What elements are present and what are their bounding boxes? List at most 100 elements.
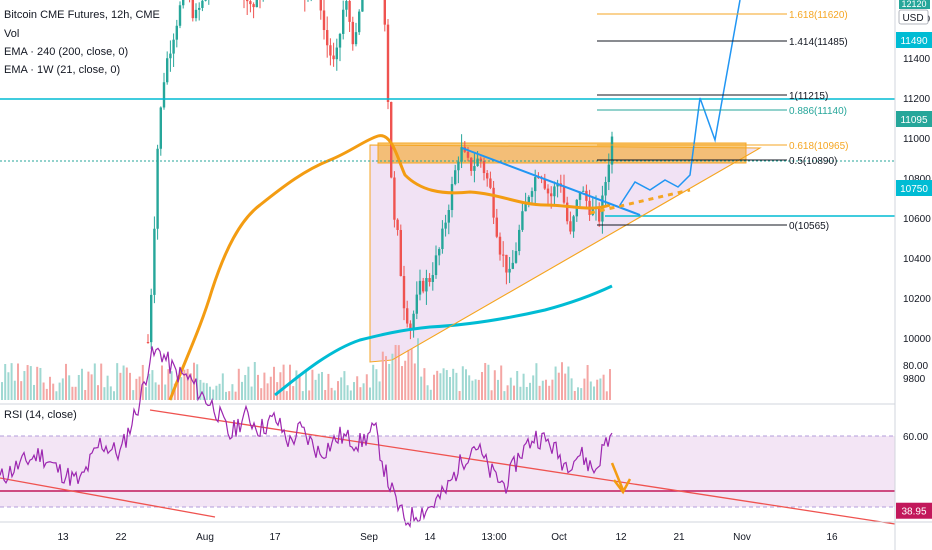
candle-body [482,160,486,174]
candlesticks [146,0,614,350]
volume-bar [58,382,61,400]
volume-bar [567,366,570,400]
volume-bar [74,386,77,400]
candle-body [607,164,610,183]
volume-bar [426,385,429,400]
candle-body [447,210,450,223]
candle-body [351,21,354,45]
x-tick-label: 12 [615,532,627,543]
volume-bar [157,384,160,400]
candle-body [409,323,412,329]
candle-body [156,148,159,229]
volume-bar [458,391,461,400]
candle-body [524,202,527,212]
volume-bar [314,379,317,400]
volume-bar [477,379,480,400]
volume-bar [513,385,515,400]
volume-bar [151,370,154,400]
fibonacci-levels: 2(11870)1.618(11620)1.414(11485)1(11215)… [597,10,849,232]
candle-body [434,255,438,276]
volume-bar [10,363,13,400]
volume-bar [506,385,509,400]
currency-box [898,9,929,25]
volume-bar [420,376,423,400]
volume-bar [583,378,586,400]
volume-bar [42,382,45,400]
volume-bar [180,377,183,400]
candle-body [470,157,473,171]
volume-bar [23,371,26,400]
candle-body [326,30,329,46]
candle-body [454,170,457,185]
volume-bar [391,353,394,400]
volume-bar [433,374,435,400]
volume-bar [346,385,349,400]
volume-bar [381,351,384,400]
volume-bar [532,375,535,400]
candle-body [569,221,572,232]
volume-bar [369,387,371,400]
volume-bar [353,382,355,400]
candle-body [246,0,249,2]
volume-bar [77,374,80,400]
volume-bar [49,376,51,400]
candle-body [450,184,454,211]
candle-body [358,11,361,33]
volume-bar [298,374,301,400]
volume-bar [525,386,528,400]
price-tick-label: 10600 [903,214,931,225]
price-tick-label: 11000 [903,134,931,145]
volume-bar [423,368,426,400]
volume-bar [308,390,311,400]
candle-body [182,0,185,6]
fib-level-label: 1(11215) [789,91,828,102]
volume-bar [605,391,608,400]
rsi-trendline-lower [0,477,216,518]
candle-body [361,0,364,12]
volume-bar [497,379,499,400]
projection-path [619,0,741,206]
candle-body [418,280,422,295]
rsi-panel [0,346,896,529]
volume-bar [311,369,314,400]
vol-legend: Vol [4,28,19,40]
candle-body [508,268,511,273]
price-tick-label: 11200 [903,94,931,105]
volume-bar [359,387,362,400]
volume-bar [4,363,7,400]
volume-bar [321,372,323,400]
volume-bar [301,391,304,400]
candle-body [146,342,150,343]
volume-bar [317,373,320,400]
fib-level-label: 1.618(11620) [789,10,848,21]
volume-bar [292,386,295,400]
price-tick-label: 10200 [903,294,931,305]
candle-body [457,161,460,171]
volume-bar [221,373,224,400]
candle-body [198,7,201,10]
volume-bar [109,386,112,400]
volume-bar [324,389,327,400]
chart-title: Bitcoin CME Futures, 12h, CME [4,9,160,21]
volume-bar [7,372,10,400]
price-labels: 11490 11095 10750 [896,32,932,196]
descending-trendline [461,147,641,216]
currency-label: USD [902,13,923,24]
volume-bar [461,366,464,400]
candle-body [553,186,556,197]
volume-bar [68,375,71,400]
volume-bar [365,374,368,400]
candle-body [543,178,546,189]
volume-bar [436,370,439,400]
volume-bar [202,382,205,400]
volume-bar [429,389,432,400]
candle-body [342,9,345,34]
volume-bar [125,367,128,400]
ascending-trendline [391,147,761,361]
volume-bar [103,387,106,400]
candle-body [169,53,172,59]
candle-body [431,275,434,282]
volume-bar [372,364,375,400]
volume-bars [1,338,611,400]
volume-bar [577,387,579,400]
